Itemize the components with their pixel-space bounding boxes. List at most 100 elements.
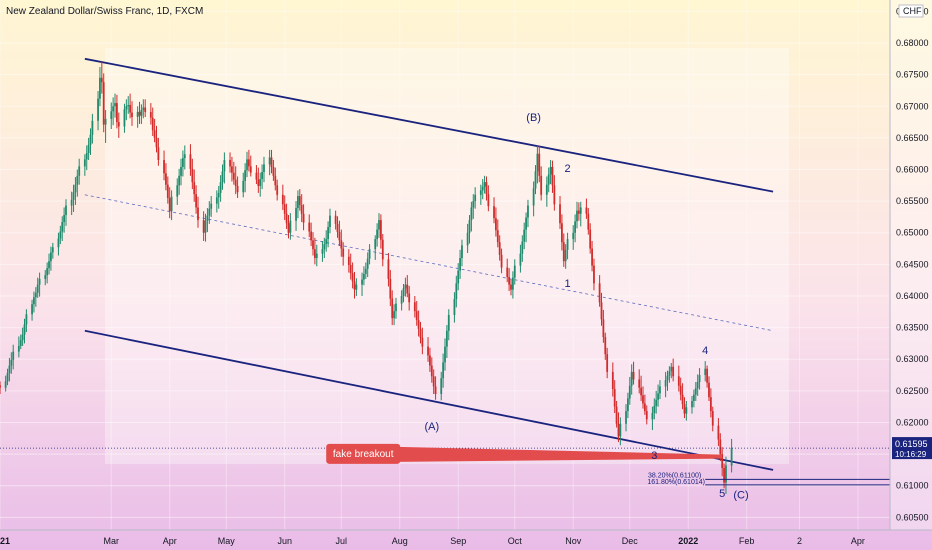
- y-tick-label: 0.64000: [896, 291, 929, 301]
- candle-body: [719, 439, 722, 455]
- candle-body: [630, 371, 633, 386]
- candle-body: [540, 175, 543, 195]
- candle-body: [249, 166, 252, 173]
- candle-body: [519, 253, 522, 266]
- candle-body: [34, 292, 37, 298]
- candle-body: [468, 220, 471, 233]
- candle-body: [591, 248, 593, 266]
- candle-body: [487, 194, 490, 207]
- candle-body: [547, 174, 550, 185]
- candle-body: [138, 111, 141, 116]
- candle-body: [574, 221, 577, 233]
- candle-body: [692, 394, 695, 401]
- candle-body: [142, 107, 145, 111]
- candle-body: [321, 249, 324, 254]
- candle-body: [342, 248, 345, 257]
- candle-body: [110, 111, 113, 119]
- channel-lower-line: [84, 329, 774, 471]
- y-tick-label: 0.62000: [896, 417, 929, 427]
- y-tick-label: 0.64500: [896, 259, 929, 269]
- candle-body: [393, 311, 395, 319]
- candle-body: [472, 201, 475, 208]
- candle-body: [163, 160, 165, 174]
- x-tick-label: 2022: [678, 536, 698, 546]
- candle-body: [536, 153, 539, 172]
- x-tick-label: 2: [797, 536, 802, 546]
- candle-body: [12, 351, 15, 360]
- x-tick-label: Jun: [277, 536, 292, 546]
- candle-body: [374, 239, 377, 250]
- fib-level-label: 161.80%(0.61014): [647, 479, 705, 486]
- candle-body: [21, 334, 24, 341]
- candle-body: [559, 204, 561, 224]
- candle-body: [102, 82, 105, 125]
- candle-body: [657, 393, 659, 400]
- candle-body: [659, 386, 661, 394]
- currency-label: CHF: [903, 6, 922, 16]
- candle-body: [202, 220, 205, 233]
- candle-body: [664, 380, 667, 387]
- wave-label: 2: [565, 163, 571, 175]
- candle-body: [48, 261, 50, 269]
- y-tick-label: 0.61000: [896, 481, 929, 491]
- y-tick-label: 0.63000: [896, 354, 929, 364]
- candle-body: [466, 232, 469, 246]
- candle-body: [378, 220, 380, 230]
- current-price-value: 0.61595: [895, 439, 928, 449]
- candle-body: [391, 298, 394, 319]
- candle-body: [125, 106, 128, 110]
- candle-body: [653, 406, 656, 413]
- candle-body: [485, 182, 488, 195]
- candle-body: [479, 190, 482, 195]
- candle-body: [219, 182, 222, 193]
- candle-body: [668, 371, 671, 376]
- y-tick-label: 0.63500: [896, 323, 929, 333]
- candle-body: [191, 168, 194, 183]
- candle-body: [496, 230, 499, 243]
- candle-body: [347, 256, 350, 265]
- candle-body: [272, 166, 275, 176]
- candle-body: [498, 242, 501, 255]
- candle-body: [579, 207, 582, 214]
- fake-breakout-arrow: [398, 446, 723, 462]
- candle-body: [70, 199, 73, 206]
- candle-body: [180, 166, 182, 176]
- candle-body: [261, 172, 263, 179]
- candle-body: [197, 207, 199, 221]
- candle-body: [151, 117, 154, 131]
- candle-body: [434, 386, 437, 395]
- candle-body: [297, 196, 299, 209]
- candle-body: [232, 172, 235, 180]
- candle-body: [506, 267, 509, 278]
- candle-body: [223, 160, 226, 172]
- candle-body: [336, 223, 339, 233]
- wave-label: 4: [702, 345, 708, 357]
- candle-body: [368, 249, 371, 259]
- candle-body: [413, 302, 416, 312]
- candle-body: [538, 153, 541, 176]
- candle-body: [155, 137, 158, 148]
- candle-body: [114, 103, 116, 107]
- candle-body: [638, 379, 641, 388]
- candle-body: [666, 375, 669, 381]
- candle-body: [136, 111, 139, 118]
- currency-badge: [898, 4, 924, 18]
- candle-body: [598, 283, 601, 303]
- candle-body: [525, 217, 527, 230]
- candle-body: [691, 400, 693, 408]
- candle-body: [683, 404, 686, 414]
- candle-body: [696, 382, 699, 389]
- candle-body: [628, 385, 631, 399]
- candle-body: [91, 120, 94, 135]
- candle-body: [730, 447, 733, 466]
- candle-body: [140, 110, 143, 116]
- candle-body: [711, 411, 714, 426]
- x-tick-label: Dec: [622, 536, 639, 546]
- candle-body: [353, 281, 356, 290]
- candle-body: [600, 302, 603, 320]
- candle-body: [127, 104, 130, 107]
- candle-body: [17, 345, 20, 352]
- candle-body: [38, 278, 41, 285]
- candle-body: [632, 371, 635, 380]
- candle-body: [493, 206, 495, 219]
